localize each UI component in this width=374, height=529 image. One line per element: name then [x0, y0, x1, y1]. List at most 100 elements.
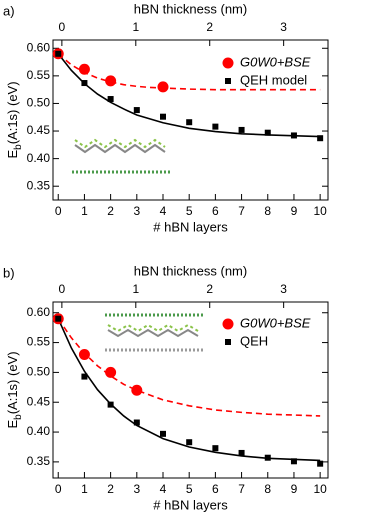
- qeh-point: [290, 132, 297, 139]
- x-tick-label: 5: [186, 482, 193, 496]
- gw-point: [131, 384, 143, 396]
- qeh-point: [186, 439, 193, 446]
- qeh-point: [238, 449, 245, 456]
- plot-frame: [52, 301, 329, 479]
- x-tick-label: 0: [55, 482, 62, 496]
- qeh-point: [133, 107, 140, 114]
- x-tick-label: 2: [107, 204, 114, 218]
- x-tick-label: 4: [160, 482, 167, 496]
- y-tick-label: 0.45: [27, 394, 51, 408]
- legend-label: G0W0+BSE: [240, 54, 311, 69]
- qeh-point: [107, 96, 114, 103]
- x-tick-label: 6: [212, 204, 219, 218]
- y-tick-label: 0.45: [27, 123, 51, 137]
- top-tick-label: 0: [59, 282, 66, 296]
- qeh-point: [317, 135, 324, 142]
- top-tick-label: 1: [132, 282, 139, 296]
- fit-curve: [57, 318, 321, 462]
- y-axis-title: Eb(A:1s) (eV): [5, 351, 23, 428]
- y-tick-label: 0.55: [27, 335, 51, 349]
- y-tick-label: 0.50: [27, 365, 51, 379]
- gw-point: [157, 81, 169, 93]
- y-tick-label: 0.55: [27, 68, 51, 82]
- qeh-point: [160, 113, 166, 120]
- x-tick-label: 1: [81, 204, 88, 218]
- y-tick-label: 0.35: [27, 454, 51, 468]
- y-tick-label: 0.35: [27, 178, 51, 192]
- y-tick-label: 0.50: [27, 96, 51, 110]
- qeh-point: [81, 373, 88, 380]
- x-tick-label: 8: [264, 204, 271, 218]
- gw-point: [105, 75, 117, 87]
- x-tick-label: 2: [107, 482, 114, 496]
- qeh-point: [212, 123, 219, 130]
- y-title-sub: b: [13, 414, 24, 420]
- qeh-point: [238, 126, 245, 133]
- x-tick-label: 4: [160, 204, 167, 218]
- qeh-point: [264, 129, 271, 136]
- top-tick-label: 3: [280, 282, 287, 296]
- gw-point: [78, 63, 90, 75]
- plot-frame: [52, 39, 329, 201]
- top-tick-label: 1: [132, 20, 139, 34]
- qeh-point: [160, 430, 166, 437]
- y-tick-label: 0.40: [27, 151, 51, 165]
- x-tick-label: 0: [55, 204, 62, 218]
- legend-label: QEH model: [240, 72, 307, 87]
- qeh-point: [133, 419, 140, 426]
- qeh-point: [290, 458, 297, 465]
- qeh-point: [264, 454, 271, 461]
- gw-point: [105, 366, 117, 378]
- panel-label: b): [3, 265, 15, 280]
- y-title-main: E: [5, 150, 20, 159]
- qeh-point: [55, 50, 62, 57]
- legend-label: G0W0+BSE: [240, 315, 311, 330]
- x-tick-label: 3: [133, 204, 140, 218]
- qeh-point: [186, 119, 193, 126]
- x-tick-label: 5: [186, 204, 193, 218]
- x-tick-label: 8: [264, 482, 271, 496]
- top-tick-label: 2: [206, 282, 213, 296]
- top-tick-label: 3: [280, 20, 287, 34]
- qeh-point: [107, 401, 114, 408]
- legend-marker: [222, 318, 234, 330]
- x-tick-label: 7: [238, 204, 245, 218]
- top-tick-label: 2: [206, 20, 213, 34]
- panel-label: a): [3, 3, 15, 18]
- x-axis-title: # hBN layers: [153, 219, 228, 234]
- y-title-sub: b: [13, 144, 24, 150]
- legend-marker: [225, 78, 231, 84]
- y-title-main: E: [5, 420, 20, 429]
- y-title-rest: (A:1s) (eV): [5, 351, 20, 414]
- x-tick-label: 9: [291, 204, 298, 218]
- panel: a) hBN thickness (nm) # hBN layers Eb(A:1s)…: [3, 1, 329, 234]
- x-tick-label: 10: [313, 482, 327, 496]
- x-tick-label: 6: [212, 482, 219, 496]
- qeh-point: [55, 315, 62, 322]
- legend-label: QEH: [240, 333, 268, 348]
- qeh-point: [81, 80, 88, 87]
- x-axis-title: # hBN layers: [153, 497, 228, 512]
- x-tick-label: 7: [238, 482, 245, 496]
- x-tick-label: 10: [313, 204, 327, 218]
- y-tick-label: 0.40: [27, 424, 51, 438]
- top-tick-label: 0: [59, 20, 66, 34]
- qeh-point: [317, 460, 324, 467]
- y-tick-label: 0.60: [27, 305, 51, 319]
- panel: b) hBN thickness (nm) # hBN layers Eb(A:1s)…: [3, 263, 329, 512]
- legend-marker: [225, 339, 231, 345]
- gw-point: [78, 349, 90, 361]
- x-tick-label: 3: [133, 482, 140, 496]
- y-title-rest: (A:1s) (eV): [5, 81, 20, 144]
- x-tick-label: 1: [81, 482, 88, 496]
- top-axis-title: hBN thickness (nm): [134, 263, 247, 278]
- inset-structure-b: [105, 313, 205, 352]
- qeh-point: [212, 445, 219, 452]
- y-tick-label: 0.60: [27, 40, 51, 54]
- y-axis-title: Eb(A:1s) (eV): [5, 81, 23, 158]
- legend-marker: [222, 57, 234, 69]
- fit-curve: [57, 318, 321, 417]
- top-axis-title: hBN thickness (nm): [134, 1, 247, 16]
- x-tick-label: 9: [291, 482, 298, 496]
